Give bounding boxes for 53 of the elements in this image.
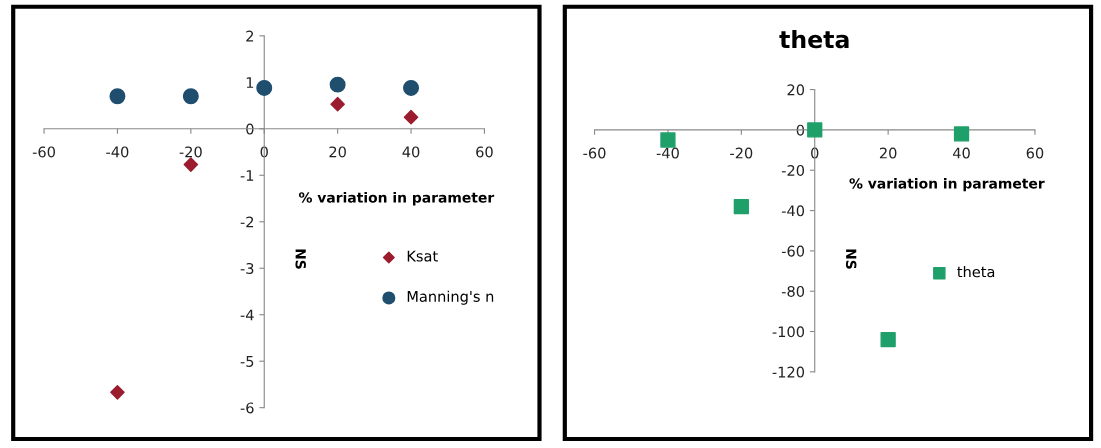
point (109, 88, 126, 105)
x-tick-label: 0 (260, 146, 268, 158)
point (807, 122, 823, 138)
x-axis-title: % variation in parameter (849, 177, 1045, 192)
y-tick-label: -4 (240, 309, 254, 321)
point (403, 79, 420, 96)
legend-label: Ksat (407, 250, 438, 262)
y-tick-label: 2 (246, 30, 254, 42)
x-tick-label: 20 (879, 147, 897, 159)
point (183, 157, 199, 172)
chart-title: theta (779, 29, 849, 49)
x-tick-label: -60 (583, 147, 606, 159)
y-tick-label: -6 (240, 402, 254, 414)
y-tick-label: -20 (781, 164, 805, 176)
x-tick-label: -60 (32, 146, 55, 158)
y-tick-label: 0 (796, 124, 805, 136)
x-tick-label: 20 (329, 146, 346, 158)
y-tick-label: -80 (781, 285, 805, 297)
x-tick-label: -20 (179, 146, 202, 158)
point (953, 126, 970, 142)
x-tick-label: -20 (730, 147, 753, 159)
y-tick-label: -3 (240, 262, 254, 274)
y-tick-label: -120 (772, 366, 805, 378)
x-tick-label: -40 (106, 146, 129, 158)
y-axis-title: NS (845, 249, 857, 269)
y-tick-label: 1 (246, 77, 254, 88)
point (733, 198, 749, 215)
x-tick-label: 40 (402, 146, 420, 158)
point (403, 109, 419, 125)
y-tick-label: -100 (772, 326, 805, 338)
legend-label: theta (957, 266, 995, 278)
point (182, 88, 199, 105)
x-axis-title: % variation in parameter (298, 192, 495, 206)
x-tick-label: 60 (476, 146, 493, 158)
y-tick-label: -60 (781, 245, 805, 257)
legend-label: Manning's n (407, 290, 494, 305)
y-tick-label: -1 (240, 170, 254, 181)
y-axis-title: NS (295, 249, 306, 269)
point (256, 79, 273, 96)
x-tick-label: 0 (811, 147, 819, 159)
y-tick-label: -40 (781, 205, 805, 217)
y-tick-label: -2 (240, 216, 254, 228)
point (110, 385, 125, 400)
x-tick-label: -40 (656, 147, 679, 159)
y-tick-label: -5 (240, 356, 254, 367)
x-tick-label: 60 (1026, 147, 1044, 159)
point (330, 96, 345, 112)
y-tick-label: 0 (246, 123, 254, 135)
y-tick-label: 20 (787, 84, 805, 96)
point (660, 132, 676, 148)
point (329, 76, 346, 93)
point (880, 331, 896, 348)
x-tick-label: 40 (952, 147, 970, 159)
